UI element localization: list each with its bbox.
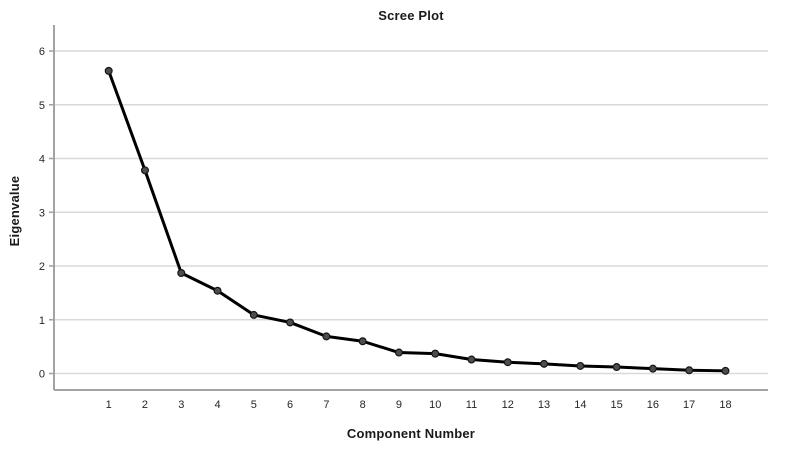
y-tick-label: 2 — [39, 261, 45, 273]
y-tick-label: 4 — [39, 154, 45, 166]
y-tick-label: 3 — [39, 207, 45, 219]
axes — [49, 25, 768, 391]
data-point — [503, 358, 512, 367]
x-tick-label: 5 — [251, 399, 257, 411]
x-tick-label: 10 — [429, 399, 441, 411]
x-tick-label: 13 — [538, 399, 550, 411]
data-point — [721, 366, 730, 375]
data-point-markers — [104, 66, 730, 375]
y-tick-labels: 0 1 2 3 4 5 6 — [39, 46, 45, 381]
data-point — [104, 66, 113, 75]
data-point — [286, 318, 295, 327]
x-tick-label: 7 — [323, 399, 329, 411]
x-tick-label: 8 — [360, 399, 366, 411]
data-point — [431, 349, 440, 358]
y-tick-label: 6 — [39, 46, 45, 58]
data-point — [612, 363, 621, 372]
data-point — [213, 286, 222, 295]
data-point — [540, 359, 549, 368]
x-axis-label: Component Number — [346, 426, 476, 441]
data-point — [140, 166, 149, 175]
data-point — [177, 268, 186, 277]
x-tick-label: 11 — [466, 399, 477, 411]
x-tick-label: 2 — [142, 399, 148, 411]
y-tick-label: 1 — [39, 315, 45, 327]
data-point — [394, 348, 403, 357]
series-polyline — [107, 69, 727, 373]
x-tick-label: 9 — [396, 399, 402, 411]
x-tick-label: 18 — [719, 399, 731, 411]
x-tick-label: 14 — [574, 399, 586, 411]
data-point — [249, 310, 258, 319]
x-tick-label: 15 — [610, 399, 622, 411]
x-tick-label: 12 — [502, 399, 514, 411]
y-tick-label: 5 — [39, 100, 45, 112]
y-gridlines — [54, 50, 768, 375]
x-tick-label: 16 — [647, 399, 659, 411]
data-point — [467, 355, 476, 364]
y-axis-label: Eigenvalue — [7, 175, 22, 247]
x-tick-labels: 1 2 3 4 5 6 7 8 9 10 11 12 13 14 15 16 17 18 — [106, 399, 732, 411]
x-tick-label: 17 — [683, 399, 695, 411]
data-point — [358, 337, 367, 346]
x-tick-label: 3 — [178, 399, 184, 411]
data-point — [322, 332, 331, 341]
y-tick-label: 0 — [39, 369, 45, 381]
x-tick-label: 6 — [287, 399, 293, 411]
data-point — [648, 364, 657, 373]
data-point — [685, 366, 694, 375]
x-tick-label: 1 — [106, 399, 112, 411]
x-tick-label: 4 — [214, 399, 220, 411]
data-point — [576, 361, 585, 370]
chart-title: Scree Plot — [378, 8, 444, 23]
series-line-group — [107, 69, 727, 373]
